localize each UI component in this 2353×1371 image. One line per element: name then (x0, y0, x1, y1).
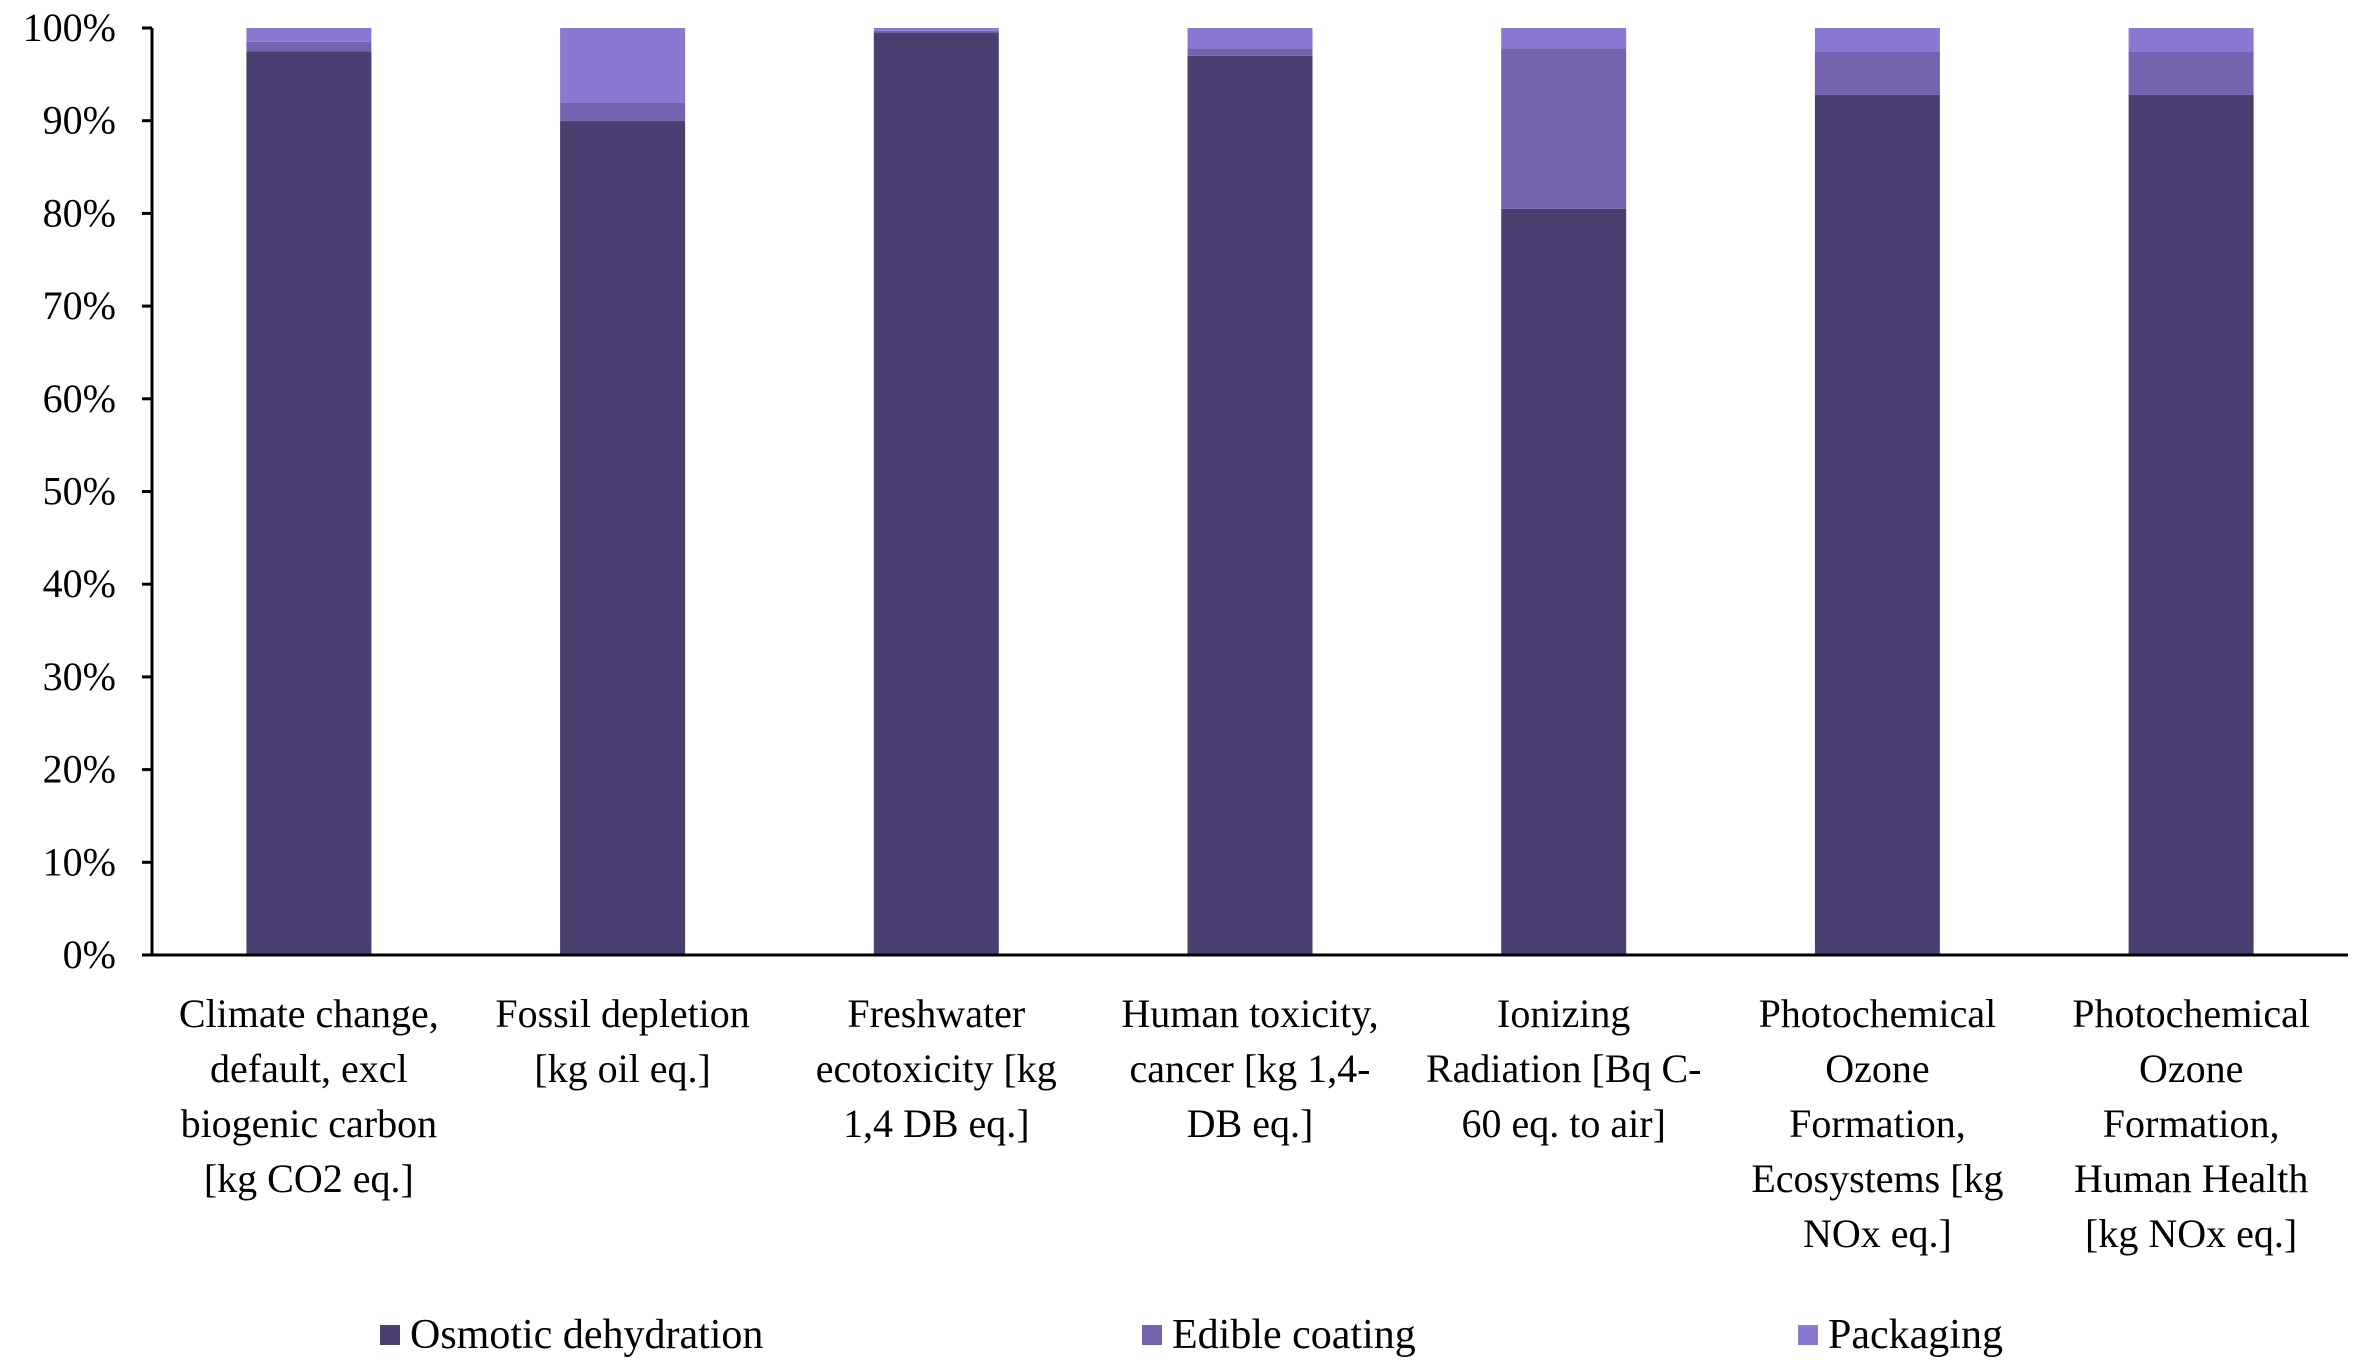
x-category-label: Ionizing Radiation [Bq C- 60 eq. to air] (1426, 991, 1702, 1146)
legend-item-osmotic-dehydration: Osmotic dehydration (380, 1305, 763, 1365)
x-category-label-line: Human Health (2074, 1156, 2308, 1201)
y-tick-label: 100% (23, 5, 116, 50)
bar-segment-packaging-1 (246, 28, 372, 42)
x-category-label-line: Radiation [Bq C- (1426, 1046, 1702, 1091)
y-tick-label: 0% (63, 932, 116, 977)
legend-item-packaging: Packaging (1798, 1305, 2003, 1365)
x-category-label-line: Formation, (1789, 1101, 1966, 1146)
legend-swatch (1142, 1325, 1162, 1345)
x-category-label-line: biogenic carbon (181, 1101, 438, 1146)
x-category-label: Fossil depletion [kg oil eq.] (495, 991, 749, 1091)
legend-swatch (1798, 1325, 1818, 1345)
x-category-label-line: Ozone (1825, 1046, 1929, 1091)
x-category-label-line: Photochemical (2072, 991, 2310, 1036)
y-tick-label: 20% (43, 747, 116, 792)
bar-segment-osmotic-dehydration-6 (1814, 94, 1940, 955)
x-category-label: Photochemical Ozone Formation, Human Health… (2072, 991, 2310, 1256)
bar-segment-packaging-6 (1814, 28, 1940, 52)
bars-layer (246, 28, 2254, 956)
x-category-label-line: Photochemical (1759, 991, 1997, 1036)
bar-segment-osmotic-dehydration-3 (873, 32, 999, 956)
bar-segment-edible-coating-3 (873, 30, 999, 33)
y-tick-label: 50% (43, 469, 116, 514)
bar-segment-osmotic-dehydration-2 (560, 120, 686, 955)
x-category-label-line: Climate change, (179, 991, 439, 1036)
bar-segment-packaging-7 (2128, 28, 2254, 52)
legend-label: Packaging (1828, 1312, 2003, 1358)
x-category-label-line: NOx eq.] (1803, 1211, 1952, 1256)
bar-segment-packaging-4 (1187, 28, 1313, 49)
bar-segment-edible-coating-1 (246, 41, 372, 52)
bar-segment-edible-coating-6 (1814, 51, 1940, 95)
x-category-label: Photochemical Ozone Formation, Ecosystems [… (1751, 991, 2003, 1256)
legend: Osmotic dehydration Edible coating Packagi… (0, 1305, 2353, 1365)
x-category-label-line: 1,4 DB eq.] (843, 1101, 1030, 1146)
legend-swatch (380, 1325, 400, 1345)
y-tick-label: 90% (43, 98, 116, 143)
bar-segment-edible-coating-7 (2128, 51, 2254, 95)
x-category-label-line: Ecosystems [kg (1751, 1156, 2003, 1201)
x-category-label-line: 60 eq. to air] (1462, 1101, 1666, 1146)
x-category-label-line: DB eq.] (1187, 1101, 1314, 1146)
x-category-label: Human toxicity, cancer [kg 1,4- DB eq.] (1121, 991, 1378, 1146)
x-category-label: Climate change, default, excl biogenic car… (179, 991, 439, 1201)
y-tick-label: 40% (43, 561, 116, 606)
y-tick-label: 30% (43, 654, 116, 699)
x-category-labels: Climate change, default, excl biogenic car… (179, 991, 2310, 1256)
y-tick-label: 80% (43, 190, 116, 235)
bar-segment-osmotic-dehydration-4 (1187, 55, 1313, 956)
bar-segment-osmotic-dehydration-5 (1501, 208, 1627, 956)
x-category-label-line: Ozone (2139, 1046, 2243, 1091)
y-tick-label: 10% (43, 839, 116, 884)
stacked-bar-chart: 0% 10% 20% 30% 40% 50% 60% 70% 80% 90% 100% Climat… (23, 5, 2348, 1256)
x-category-label-line: Human toxicity, (1121, 991, 1378, 1036)
bar-segment-osmotic-dehydration-1 (246, 51, 372, 955)
x-category-label-line: default, excl (210, 1046, 408, 1091)
x-category-label-line: [kg oil eq.] (534, 1046, 711, 1091)
x-category-label-line: cancer [kg 1,4- (1130, 1046, 1371, 1091)
x-category-label-line: Fossil depletion (495, 991, 749, 1036)
bar-segment-packaging-5 (1501, 28, 1627, 49)
y-tick-labels: 0% 10% 20% 30% 40% 50% 60% 70% 80% 90% 100% (23, 5, 116, 977)
x-category-label-line: Ionizing (1497, 991, 1630, 1036)
x-category-label-line: Formation, (2103, 1101, 2280, 1146)
legend-label: Edible coating (1172, 1312, 1416, 1358)
y-tick-label: 70% (43, 283, 116, 328)
x-category-label-line: [kg NOx eq.] (2085, 1211, 2297, 1256)
bar-segment-edible-coating-4 (1187, 48, 1313, 56)
x-category-label-line: [kg CO2 eq.] (204, 1156, 414, 1201)
legend-item-edible-coating: Edible coating (1142, 1305, 1416, 1365)
y-tick-label: 60% (43, 376, 116, 421)
bar-segment-packaging-3 (873, 28, 999, 31)
legend-label: Osmotic dehydration (410, 1312, 764, 1358)
bar-segment-edible-coating-2 (560, 102, 686, 121)
x-category-label: Freshwater ecotoxicity [kg 1,4 DB eq.] (816, 991, 1057, 1146)
x-category-label-line: ecotoxicity [kg (816, 1046, 1057, 1091)
bar-segment-edible-coating-5 (1501, 48, 1627, 209)
bar-segment-osmotic-dehydration-7 (2128, 94, 2254, 955)
axes-layer (142, 26, 2348, 957)
x-category-label-line: Freshwater (847, 991, 1025, 1036)
bar-segment-packaging-2 (560, 28, 686, 103)
